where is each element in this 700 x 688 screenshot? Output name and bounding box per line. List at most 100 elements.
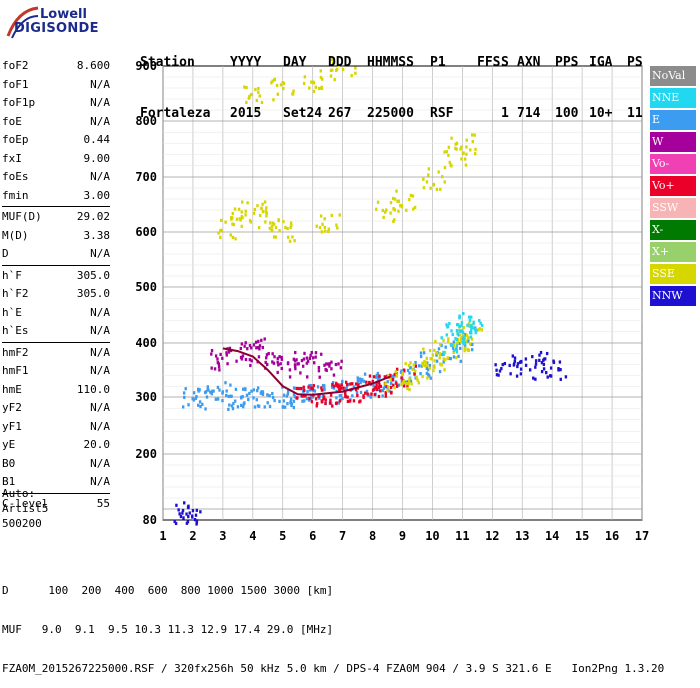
echo-point <box>214 354 218 358</box>
param-row: B1 N/A <box>2 473 110 492</box>
echo-point <box>363 372 367 376</box>
echo-point <box>233 399 237 403</box>
echo-point <box>282 86 285 91</box>
echo-point <box>289 397 293 401</box>
logo-lowell: Lowell <box>40 7 87 22</box>
param-key: yF1 <box>2 419 22 433</box>
echo-point <box>306 375 309 379</box>
echo-point <box>480 323 484 328</box>
echo-point <box>285 394 289 398</box>
echo-point <box>224 220 227 224</box>
echo-point <box>297 386 300 391</box>
echo-point <box>392 374 395 378</box>
echo-point <box>425 363 429 367</box>
echo-point <box>344 391 347 396</box>
echo-point <box>470 133 474 137</box>
param-row: h`F2 305.0 <box>2 285 110 304</box>
header-value-0: Fortaleza <box>140 106 211 121</box>
echo-point <box>450 136 453 140</box>
echo-point <box>231 235 235 240</box>
echo-point <box>443 180 446 184</box>
echo-point <box>188 511 191 515</box>
param-value: N/A <box>90 401 110 414</box>
echo-point <box>271 360 274 364</box>
echo-point <box>542 362 546 366</box>
echo-point <box>225 353 228 357</box>
echo-point <box>459 346 462 350</box>
fitted-profile-line <box>222 347 391 396</box>
fitted-profile <box>222 347 391 396</box>
echo-point <box>466 323 469 327</box>
echo-point <box>199 510 202 514</box>
echo-point <box>273 398 276 403</box>
echo-point <box>464 337 467 342</box>
echo-point <box>449 163 452 167</box>
echo-point <box>435 187 439 192</box>
echo-point <box>438 351 442 356</box>
echo-point <box>359 390 363 395</box>
echo-point <box>246 347 249 351</box>
echo-point <box>293 359 297 363</box>
echo-point <box>425 180 429 184</box>
x-tick-label: 8 <box>369 529 376 543</box>
echo-point <box>307 398 311 402</box>
echo-point <box>456 340 459 344</box>
echo-point <box>372 375 376 379</box>
echo-point <box>241 200 244 204</box>
echo-point <box>374 386 378 390</box>
echo-point <box>191 509 195 513</box>
header-label-5: P1 <box>430 55 446 70</box>
chart-grid <box>162 65 643 521</box>
echo-point <box>181 405 185 409</box>
echo-point <box>221 390 224 394</box>
param-key: h`Es <box>2 324 29 337</box>
echo-point <box>196 403 200 407</box>
echo-point <box>302 385 305 389</box>
echo-point <box>479 321 482 325</box>
echo-point <box>549 366 553 370</box>
echo-point <box>175 503 178 507</box>
echo-point <box>519 360 523 364</box>
header-label-6: FFS <box>477 55 501 70</box>
echo-point <box>286 392 290 396</box>
echo-point <box>204 391 207 395</box>
echo-point <box>540 361 544 365</box>
echo-point <box>247 96 251 100</box>
param-value: N/A <box>90 364 110 377</box>
echo-point <box>204 407 207 411</box>
echo-point <box>445 333 448 337</box>
param-row: foF1 N/A <box>2 76 110 95</box>
param-value: N/A <box>90 305 110 319</box>
echo-point <box>463 341 467 345</box>
param-row: yF1 N/A <box>2 418 110 437</box>
echo-point <box>376 371 380 376</box>
echo-point <box>385 384 388 389</box>
param-key: D <box>2 247 9 260</box>
param-row: C-level 55 <box>2 495 110 514</box>
echo-point <box>429 186 432 190</box>
echo-point <box>305 356 309 360</box>
echo-point <box>312 80 315 84</box>
echo-point <box>257 86 260 91</box>
echo-point <box>272 222 276 226</box>
echo-point <box>233 207 237 211</box>
echo-point <box>447 153 450 157</box>
echo-point <box>471 140 475 144</box>
echo-point <box>279 83 283 87</box>
echo-point <box>424 360 428 365</box>
echo-point <box>393 197 397 201</box>
echo-point <box>277 218 280 222</box>
param-value: 110.0 <box>76 382 110 396</box>
echo-point <box>230 404 234 408</box>
param-value: N/A <box>90 324 110 337</box>
echo-point <box>182 516 185 520</box>
echo-point <box>559 368 562 372</box>
echo-point <box>455 348 458 353</box>
echo-point <box>395 374 399 378</box>
echo-point <box>272 98 275 102</box>
echo-point <box>375 375 378 379</box>
echo-point <box>495 373 499 377</box>
echo-point <box>217 231 220 235</box>
echo-point <box>513 359 517 363</box>
echo-point <box>248 219 252 223</box>
